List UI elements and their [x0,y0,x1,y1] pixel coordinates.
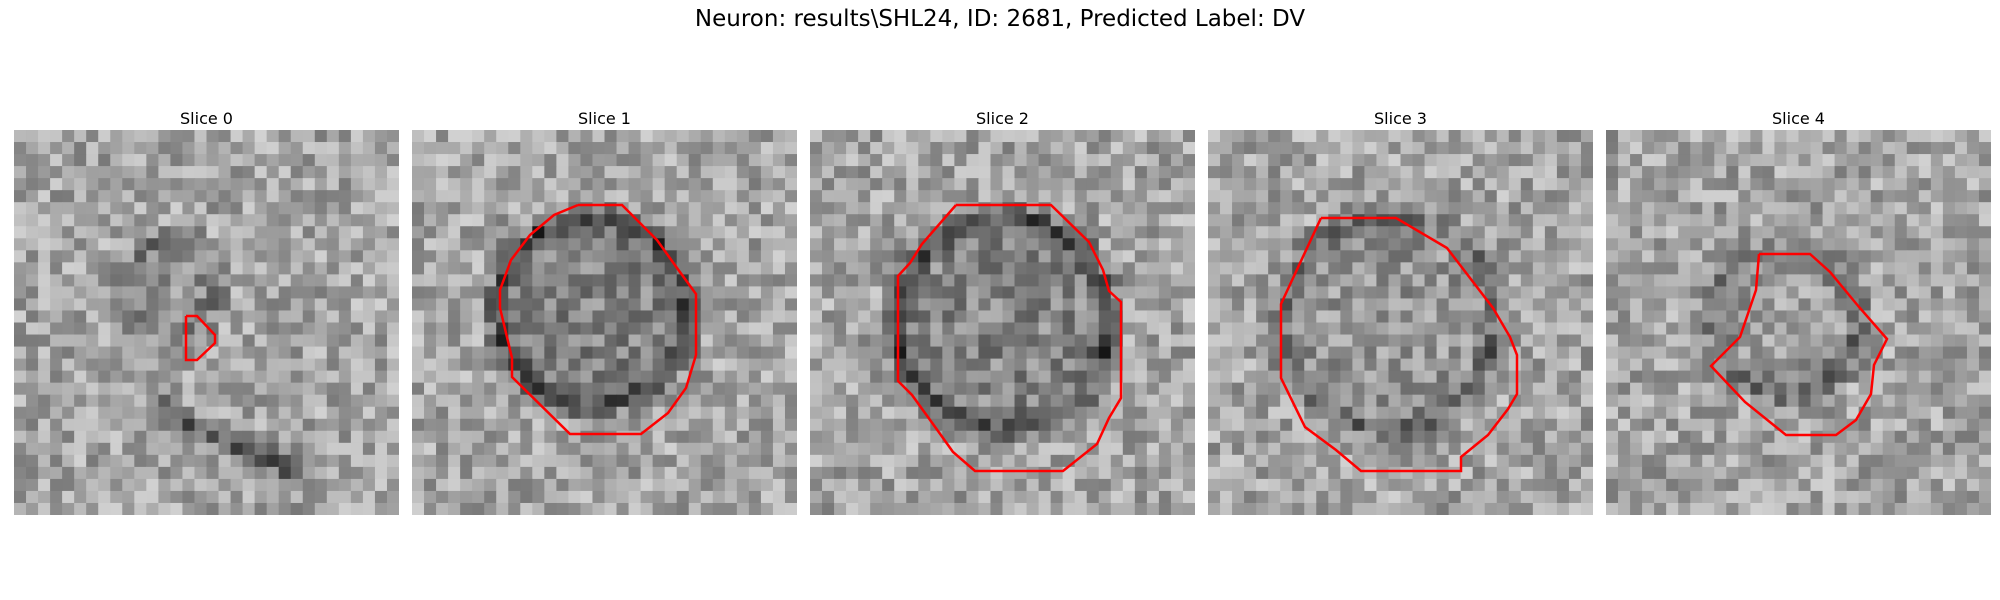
grayscale-pixels [412,130,797,515]
slice-image-2 [810,130,1195,515]
slice-image-3 [1208,130,1593,515]
slice-image-4 [1606,130,1991,515]
slice-image-0 [14,130,399,515]
slice-panel-0: Slice 0 [14,108,399,515]
slice-title-0: Slice 0 [14,108,399,130]
slice-panel-2: Slice 2 [810,108,1195,515]
slice-title-2: Slice 2 [810,108,1195,130]
slice-panel-3: Slice 3 [1208,108,1593,515]
slice-title-3: Slice 3 [1208,108,1593,130]
slice-title-4: Slice 4 [1606,108,1991,130]
grayscale-pixels [810,130,1195,515]
slice-panel-1: Slice 1 [412,108,797,515]
slice-image-1 [412,130,797,515]
slice-title-1: Slice 1 [412,108,797,130]
slice-panel-4: Slice 4 [1606,108,1991,515]
grayscale-pixels [1208,130,1593,515]
grayscale-pixels [1606,130,1991,515]
grayscale-pixels [14,130,399,515]
figure-title: Neuron: results\SHL24, ID: 2681, Predict… [0,6,2000,32]
